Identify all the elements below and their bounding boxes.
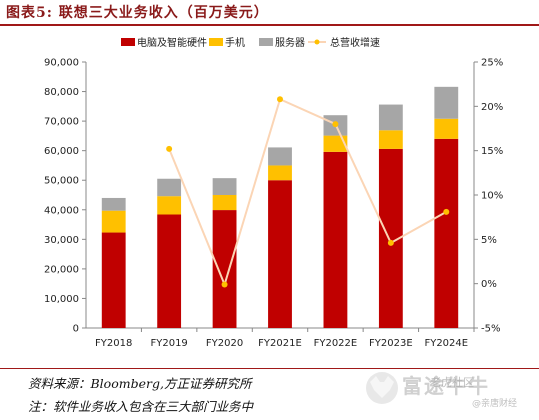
right-tick-label: -5% — [481, 324, 500, 335]
left-tick-label: 40,000 — [44, 205, 79, 216]
growth-point — [166, 145, 173, 152]
x-tick-label: FY2020 — [206, 338, 243, 349]
growth-point — [221, 281, 228, 288]
bar-phone — [268, 165, 292, 181]
growth-line — [168, 97, 447, 288]
x-tick-label: FY2018 — [95, 338, 132, 349]
x-tick-label: FY2023E — [369, 338, 413, 349]
watermark-sub: @亲唐财经 — [472, 399, 518, 409]
bar-pc — [323, 151, 348, 328]
left-tick-label: 80,000 — [44, 87, 79, 98]
legend-growth-marker — [314, 39, 320, 45]
growth-point — [443, 208, 450, 215]
bar-pc — [101, 232, 126, 328]
legend-phone-label: 手机 — [225, 36, 245, 49]
watermark-logo: 富途牛牛 老虎社区 @亲唐财经 — [362, 366, 532, 416]
bar-server — [157, 178, 182, 197]
x-tick-label: FY2022E — [314, 338, 358, 349]
bar-phone — [378, 130, 403, 149]
bottom-rule — [0, 368, 539, 369]
figure-title: 图表5: 联想三大业务收入（百万美元） — [6, 5, 269, 21]
bar-pc — [157, 214, 182, 328]
legend-phone-swatch — [209, 38, 223, 46]
right-tick-label: 15% — [481, 146, 503, 157]
bar-server — [378, 104, 403, 131]
x-tick-label: FY2021E — [258, 338, 302, 349]
bar-pc — [268, 180, 292, 328]
right-tick-label: 10% — [481, 191, 503, 202]
x-tick-label: FY2024E — [424, 338, 468, 349]
bar-server — [268, 147, 292, 166]
source-note: 资料来源：Bloomberg,方正证券研究所 — [28, 376, 252, 391]
bar-phone — [434, 118, 459, 139]
bar-pc — [212, 210, 237, 328]
left-tick-label: 70,000 — [44, 117, 79, 128]
watermark-community: 老虎社区 — [430, 376, 474, 389]
left-tick-label: 60,000 — [44, 146, 79, 157]
bar-phone — [323, 135, 348, 152]
bar-phone — [101, 210, 126, 233]
legend-growth-label: 总营收增速 — [330, 36, 380, 49]
bar-pc — [434, 138, 459, 328]
right-tick-label: 25% — [481, 58, 503, 69]
bar-phone — [157, 196, 182, 215]
bull-icon — [366, 372, 398, 404]
left-tick-label: 90,000 — [44, 58, 79, 69]
watermark-brand: 富途牛牛 — [402, 374, 490, 398]
bar-phone — [212, 195, 237, 211]
legend-pc-swatch — [121, 38, 135, 46]
growth-point — [332, 121, 339, 128]
growth-point — [387, 239, 394, 246]
left-tick-label: 50,000 — [44, 176, 79, 187]
legend-server-label: 服务器 — [275, 36, 305, 49]
left-tick-label: 10,000 — [44, 294, 79, 305]
legend-pc-label: 电脑及智能硬件 — [137, 36, 207, 49]
stacked-bar-chart: 0 10,000 20,000 30,000 40,000 50,000 60,000 70,… — [44, 36, 503, 349]
right-tick-label: 5% — [481, 235, 497, 246]
footnote: 注：软件业务收入包含在三大部门业务中 — [28, 399, 254, 414]
left-tick-label: 20,000 — [44, 264, 79, 275]
bar-server — [101, 197, 126, 211]
bar-pc — [378, 148, 403, 328]
title-rule — [0, 24, 539, 26]
legend-server-swatch — [259, 38, 273, 46]
right-tick-label: 0% — [481, 279, 497, 290]
left-tick-label: 0 — [73, 324, 79, 335]
left-tick-label: 30,000 — [44, 235, 79, 246]
growth-point — [277, 96, 283, 103]
right-tick-label: 20% — [481, 102, 503, 113]
bar-server — [434, 86, 459, 119]
x-tick-label: FY2019 — [150, 338, 187, 349]
bar-server — [212, 178, 237, 195]
